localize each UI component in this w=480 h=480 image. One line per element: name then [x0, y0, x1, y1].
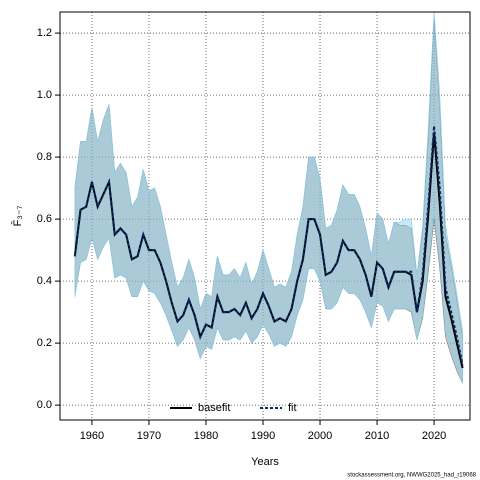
y-tick-label: 1.2 [37, 27, 52, 39]
x-tick-label: 1990 [251, 430, 275, 442]
y-tick-label: 0.0 [37, 399, 52, 411]
series-line [73, 125, 464, 366]
y-tick-label: 0.8 [37, 151, 52, 163]
x-tick-label: 1960 [80, 430, 104, 442]
x-axis-label: Years [251, 456, 279, 468]
y-tick-label: 1.0 [37, 89, 52, 101]
legend-label: basefit [198, 402, 230, 414]
y-tick-label: 0.2 [37, 337, 52, 349]
confidence-band [74, 12, 463, 384]
y-axis-label: F̄₃₋₇ [11, 205, 24, 226]
x-tick-label: 2010 [365, 430, 389, 442]
x-tick-label: 2020 [422, 430, 446, 442]
y-tick-label: 0.6 [37, 213, 52, 225]
x-tick-label: 1970 [137, 430, 161, 442]
x-tick-label: 2000 [308, 430, 332, 442]
footer: stockassessment.org, NWWG2025_had_r19068 [347, 473, 476, 479]
y-tick-label: 0.4 [37, 275, 52, 287]
plot-frame [59, 11, 471, 421]
legend-label: fit [288, 402, 297, 414]
x-tick-label: 1980 [194, 430, 218, 442]
